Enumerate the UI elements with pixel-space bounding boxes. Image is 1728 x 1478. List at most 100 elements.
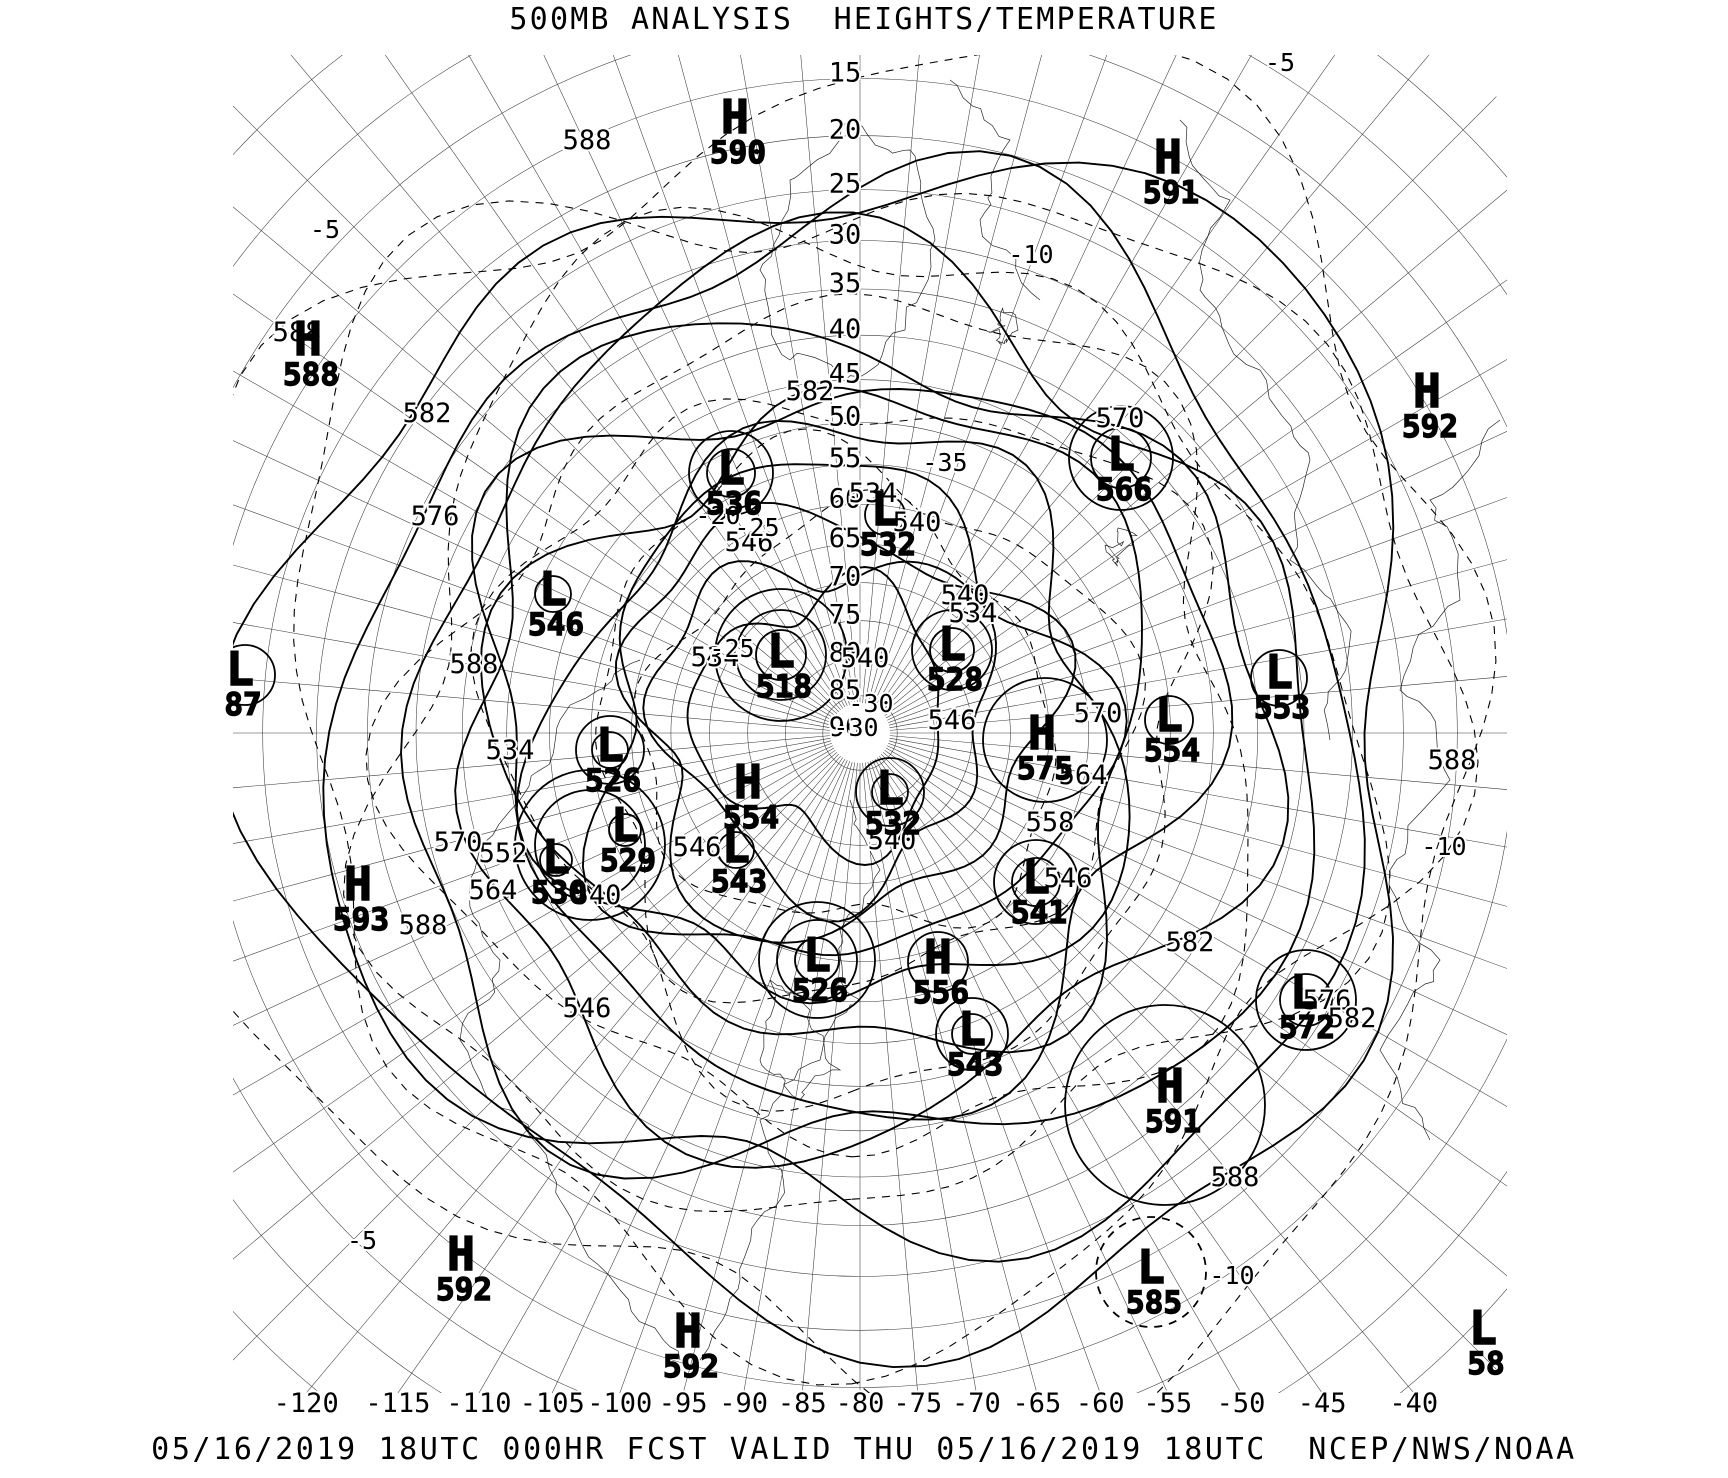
pressure-center-letter: L: [876, 761, 904, 815]
height-contour-label: 540: [573, 880, 622, 911]
pressure-center-letter: L: [1107, 427, 1135, 481]
temperature-contour-label: -20: [695, 501, 740, 530]
pressure-center-L-58: L58: [1467, 1300, 1506, 1383]
pressure-center-value: 572: [1279, 1010, 1335, 1046]
pressure-center-letter: L: [1137, 1240, 1165, 1294]
latitude-label: 40: [829, 314, 862, 345]
latitude-label: 85: [829, 675, 862, 706]
height-contour-label: 546: [1044, 863, 1093, 894]
pressure-center-value: 58: [1467, 1346, 1504, 1382]
longitude-label: -65: [1012, 1388, 1061, 1419]
longitude-label: -40: [1389, 1388, 1438, 1419]
pressure-center-letter: L: [871, 482, 899, 536]
latitude-label: 45: [829, 359, 862, 390]
height-contour-label: 570: [1096, 403, 1145, 434]
pressure-center-value: 554: [1144, 733, 1200, 769]
pressure-center-letter: L: [767, 624, 795, 678]
longitude-label: -70: [952, 1388, 1001, 1419]
longitude-label: -45: [1298, 1388, 1347, 1419]
pressure-center-value: 543: [711, 864, 767, 900]
pressure-center-letter: L: [611, 798, 639, 852]
height-contour-label: 540: [941, 580, 990, 611]
height-contour-label: 546: [928, 705, 977, 736]
longitude-label: -85: [778, 1388, 827, 1419]
height-contour-label: 588: [273, 317, 322, 348]
pressure-center-value: 556: [913, 975, 969, 1011]
latitude-label: 50: [829, 402, 862, 433]
height-contour-label: 558: [1026, 807, 1075, 838]
pressure-center-letter: L: [938, 617, 966, 671]
height-contour-label: 540: [841, 643, 890, 674]
pressure-center-letter: H: [734, 755, 762, 809]
pressure-center-value: 554: [723, 800, 779, 836]
latitude-label: 55: [829, 443, 862, 474]
longitude-label: -105: [520, 1388, 585, 1419]
height-contour-label: 570: [1074, 698, 1123, 729]
pressure-center-value: 543: [947, 1047, 1003, 1083]
latitude-label: 80: [829, 637, 862, 668]
height-contour-label: 546: [673, 832, 722, 863]
latitude-label: 65: [829, 523, 862, 554]
pressure-center-value: 546: [528, 607, 584, 643]
pressure-center-L-87: L87: [224, 641, 263, 724]
height-contour-label: 534: [691, 642, 740, 673]
height-contour-label: 564: [469, 875, 518, 906]
pressure-center-value: 566: [1096, 472, 1152, 508]
height-contour-label: 570: [434, 827, 483, 858]
height-contour-label: 588: [1428, 745, 1477, 776]
longitude-label: -75: [893, 1388, 942, 1419]
longitude-label: -55: [1143, 1388, 1192, 1419]
height-contour-label: 588: [450, 649, 499, 680]
longitude-label: -90: [719, 1388, 768, 1419]
longitude-label: -120: [274, 1388, 339, 1419]
pressure-center-letter: H: [344, 857, 372, 911]
latitude-label: 25: [829, 169, 862, 200]
height-contour-label: 582: [403, 398, 452, 429]
pressure-center-value: 536: [706, 486, 762, 522]
pressure-center-letter: H: [294, 312, 322, 366]
latitude-labels: 15 20 25 30 35 40 45 50 55 60 65 70 75 80 85 90: [827, 55, 864, 745]
pressure-center-letter: L: [1469, 1301, 1497, 1355]
pressure-center-letter: L: [226, 642, 254, 696]
height-contour-label: 534: [949, 598, 998, 629]
latitude-label: 35: [829, 268, 862, 299]
height-contours: [233, 150, 1395, 1369]
height-contour-label: 582: [786, 376, 835, 407]
height-contour-label: 588: [563, 125, 612, 156]
height-contour-label: 576: [1303, 985, 1352, 1016]
chart-title: 500MB ANALYSIS HEIGHTS/TEMPERATURE: [509, 2, 1219, 37]
pressure-center-value: 591: [1143, 175, 1199, 211]
pressure-center-letter: L: [596, 718, 624, 772]
temperature-contour-label: -25: [734, 513, 779, 542]
longitude-label: -50: [1217, 1388, 1266, 1419]
pressure-center-letter: L: [1022, 850, 1050, 904]
temperature-contour-label: -25: [709, 634, 754, 663]
pressure-center-letter: L: [722, 819, 750, 873]
temperature-contour-label: -10: [1008, 240, 1053, 269]
pressure-center-letter: H: [1156, 1059, 1184, 1113]
latitude-label: 90: [829, 712, 862, 743]
pressure-center-letter: H: [721, 90, 749, 144]
temperature-contour-label: -35: [922, 448, 967, 477]
